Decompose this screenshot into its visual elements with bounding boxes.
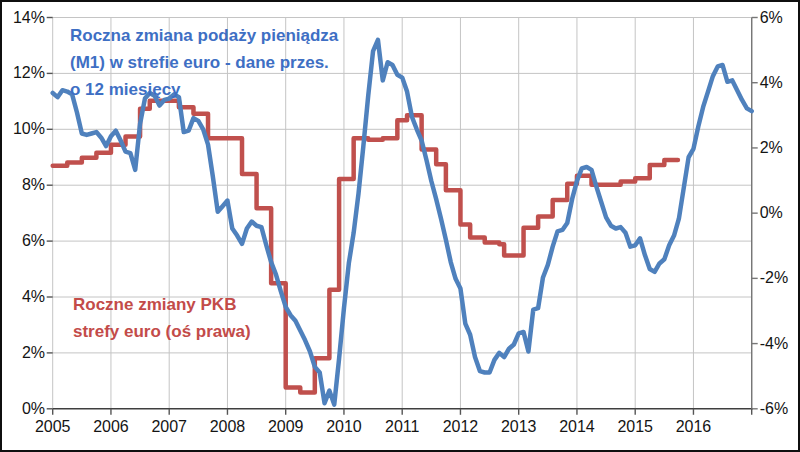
legend-m1-label: Roczna zmiana podaży pieniądza (M1) w st… <box>70 22 338 103</box>
legend-pkb-line2: strefy euro (oś prawa) <box>73 318 251 345</box>
x-axis-tick-label: 2013 <box>487 418 551 436</box>
left-axis-tick-label: 8% <box>1 176 45 194</box>
legend-pkb-line1: Roczne zmiany PKB <box>73 291 251 318</box>
chart-page: { "chart_data": { "type": "line", "x_sta… <box>0 0 800 452</box>
left-axis-tick-label: 4% <box>1 288 45 306</box>
x-axis-tick-label: 2005 <box>21 418 85 436</box>
x-axis-tick-label: 2006 <box>79 418 143 436</box>
left-axis-tick-label: 14% <box>1 9 45 27</box>
x-axis-tick-label: 2008 <box>195 418 259 436</box>
left-axis-tick-label: 2% <box>1 344 45 362</box>
left-axis-tick-label: 12% <box>1 64 45 82</box>
x-axis-tick-label: 2007 <box>137 418 201 436</box>
legend-m1-line1: Roczna zmiana podaży pieniądza <box>70 22 338 49</box>
x-axis-tick-label: 2010 <box>312 418 376 436</box>
right-axis-tick-label: 2% <box>760 139 783 157</box>
left-axis-tick-label: 10% <box>1 120 45 138</box>
x-axis-tick-label: 2014 <box>545 418 609 436</box>
right-axis-tick-label: -2% <box>760 269 788 287</box>
legend-pkb-label: Roczne zmiany PKB strefy euro (oś prawa) <box>73 291 251 345</box>
x-axis-tick-label: 2009 <box>254 418 318 436</box>
x-axis-tick-label: 2015 <box>603 418 667 436</box>
x-axis-tick-label: 2011 <box>370 418 434 436</box>
left-axis-tick-label: 6% <box>1 232 45 250</box>
x-axis-tick-label: 2016 <box>661 418 725 436</box>
left-axis-tick-label: 0% <box>1 400 45 418</box>
x-axis-tick-label: 2012 <box>428 418 492 436</box>
right-axis-tick-label: 6% <box>760 9 783 27</box>
right-axis-tick-label: 0% <box>760 204 783 222</box>
legend-m1-line2: (M1) w strefie euro - dane przes. <box>70 49 338 76</box>
right-axis-tick-label: -4% <box>760 335 788 353</box>
right-axis-tick-label: 4% <box>760 74 783 92</box>
right-axis-tick-label: -6% <box>760 400 788 418</box>
legend-m1-line3: o 12 miesięcy <box>70 76 338 103</box>
